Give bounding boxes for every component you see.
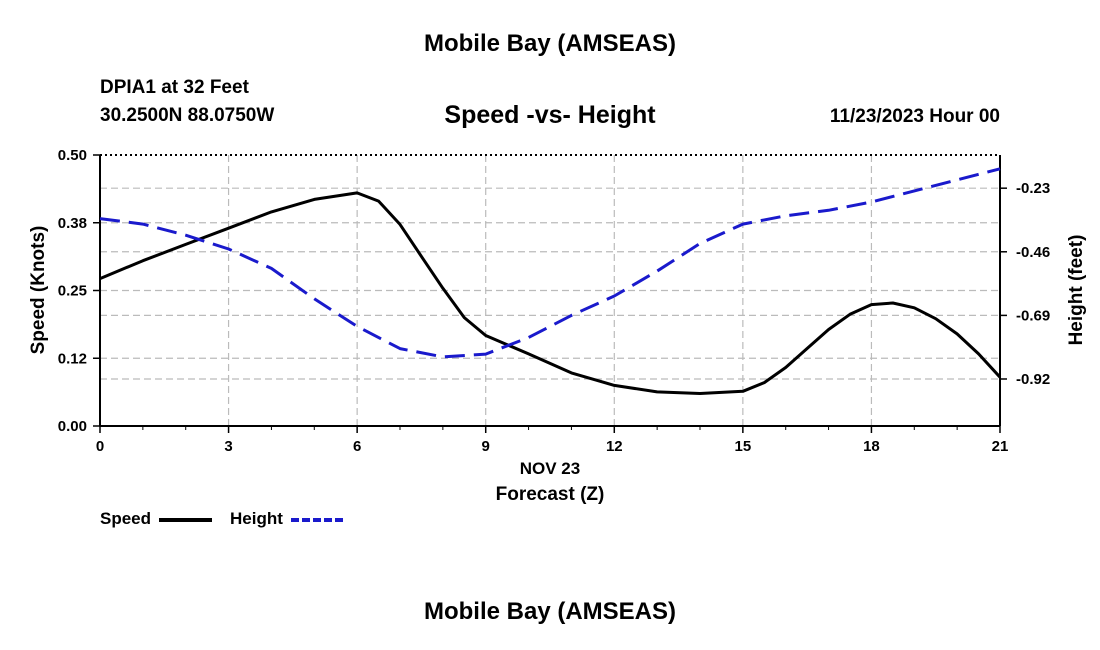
y-tick-label: 0.00 [58,418,87,435]
chart-title-top: Mobile Bay (AMSEAS) [423,30,677,57]
x-tick-label: 18 [863,438,880,455]
legend-height-label: Height [230,509,283,528]
y-tick-label: 0.38 [58,215,87,232]
x-tick-label: 0 [96,438,104,455]
chart-title-bottom: Mobile Bay (AMSEAS) [423,598,677,625]
x-tick-label: 3 [224,438,232,455]
y-axis-label: Speed (Knots) [28,226,49,355]
legend-height-swatch [291,518,343,522]
y2-tick-label: -0.92 [1016,371,1050,388]
x-tick-label: 12 [606,438,623,455]
y-tick-label: 0.12 [58,350,87,367]
x-axis-label: Forecast (Z) [496,484,605,505]
y2-axis-label: Height (feet) [1066,235,1087,346]
coordinates-label: 30.2500N 88.0750W [100,105,275,126]
chart-subtitle: Speed -vs- Height [444,101,656,129]
y2-tick-label: -0.46 [1016,244,1050,261]
station-label: DPIA1 at 32 Feet [100,77,249,98]
y-tick-label: 0.25 [58,283,87,300]
height-series-line [99,167,1001,359]
legend-speed-label: Speed [100,509,152,528]
x-tick-label: 9 [482,438,490,455]
x-tick-label: 6 [353,438,361,455]
x-tick-label: 15 [735,438,752,455]
legend-speed-swatch [159,518,212,522]
x-axis-date-label: NOV 23 [520,459,580,478]
y2-tick-label: -0.23 [1016,180,1050,197]
y2-tick-label: -0.69 [1016,307,1050,324]
y-tick-label: 0.50 [58,147,87,164]
speed-series-line [99,191,1002,395]
x-tick-label: 21 [992,438,1009,455]
forecast-datetime: 11/23/2023 Hour 00 [829,106,1000,127]
